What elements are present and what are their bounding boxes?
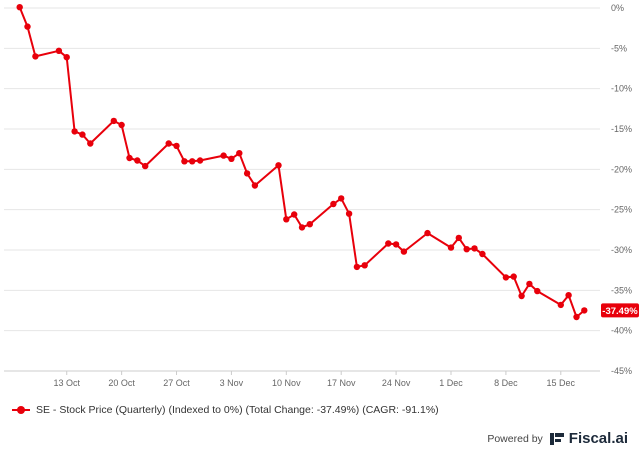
data-point bbox=[24, 23, 31, 30]
data-point bbox=[306, 221, 313, 228]
data-point bbox=[110, 117, 118, 125]
data-point bbox=[291, 211, 298, 218]
y-tick-label: -15% bbox=[611, 124, 632, 134]
data-point bbox=[526, 280, 533, 288]
data-point bbox=[534, 287, 541, 295]
chart-area: 0% -5% -10% -15% -20% -25% -30% -35% -40% -45% 13… bbox=[4, 3, 639, 388]
x-tick-label: 20 Oct bbox=[108, 378, 135, 388]
data-point bbox=[63, 54, 70, 61]
end-value-label: -37.49% bbox=[601, 303, 639, 318]
x-tick-label: 8 Dec bbox=[494, 378, 518, 388]
x-tick-label: 10 Nov bbox=[272, 378, 301, 388]
fiscal-logo-icon bbox=[549, 432, 564, 445]
x-tick-label: 1 Dec bbox=[439, 378, 463, 388]
y-axis-ticks: 0% -5% -10% -15% -20% -25% -30% -35% -40% -45% bbox=[611, 3, 632, 376]
data-point bbox=[471, 245, 478, 252]
data-point bbox=[338, 195, 345, 202]
data-point bbox=[447, 244, 455, 251]
legend[interactable]: SE - Stock Price (Quarterly) (Indexed to… bbox=[12, 402, 439, 418]
data-point bbox=[353, 263, 361, 271]
data-point bbox=[361, 262, 368, 269]
data-point bbox=[385, 240, 392, 247]
data-point bbox=[581, 307, 588, 314]
y-tick-label: -45% bbox=[611, 366, 632, 376]
x-tick-label: 15 Dec bbox=[547, 378, 576, 388]
data-point bbox=[510, 273, 517, 280]
legend-swatch-icon bbox=[12, 405, 30, 415]
data-point bbox=[55, 47, 63, 54]
data-point bbox=[16, 3, 23, 11]
x-tick-label: 24 Nov bbox=[382, 378, 411, 388]
x-tick-label: 13 Oct bbox=[53, 378, 80, 388]
x-tick-label: 17 Nov bbox=[327, 378, 356, 388]
data-point bbox=[196, 157, 204, 164]
series-line bbox=[18, 6, 585, 318]
data-point bbox=[87, 140, 94, 147]
data-point bbox=[220, 152, 227, 159]
data-point bbox=[557, 301, 564, 309]
end-value-text: -37.49% bbox=[602, 306, 638, 317]
data-point bbox=[424, 229, 431, 237]
data-point bbox=[228, 155, 235, 162]
data-point bbox=[455, 234, 462, 242]
data-point bbox=[502, 274, 510, 281]
data-point bbox=[283, 216, 290, 223]
powered-by-text: Powered by bbox=[487, 432, 543, 445]
powered-by[interactable]: Powered by Fiscal.ai bbox=[487, 430, 628, 447]
y-tick-label: -10% bbox=[611, 84, 632, 94]
data-point bbox=[251, 182, 259, 189]
data-point bbox=[71, 128, 78, 135]
data-point bbox=[134, 157, 141, 164]
data-point bbox=[126, 154, 133, 162]
data-point bbox=[463, 246, 470, 253]
data-point bbox=[173, 142, 180, 150]
y-tick-label: -20% bbox=[611, 164, 632, 174]
data-point bbox=[142, 162, 149, 170]
data-point bbox=[392, 241, 400, 248]
data-point bbox=[518, 292, 525, 300]
x-tick-label: 3 Nov bbox=[220, 378, 244, 388]
price-series bbox=[16, 3, 588, 321]
data-point bbox=[236, 150, 243, 157]
data-point bbox=[32, 53, 39, 60]
data-point bbox=[165, 140, 172, 147]
y-tick-label: -5% bbox=[611, 43, 627, 53]
data-point bbox=[479, 250, 486, 258]
x-axis-ticks: 13 Oct 20 Oct 27 Oct 3 Nov 10 Nov 17 Nov 24 No… bbox=[53, 371, 576, 388]
end-value-badge bbox=[601, 303, 639, 318]
data-point bbox=[298, 224, 306, 231]
data-point bbox=[573, 313, 580, 321]
data-point bbox=[79, 131, 86, 138]
data-point bbox=[330, 200, 337, 208]
legend-label: SE - Stock Price (Quarterly) (Indexed to… bbox=[36, 404, 439, 416]
y-tick-label: -35% bbox=[611, 285, 632, 295]
data-point bbox=[243, 170, 251, 177]
x-tick-label: 27 Oct bbox=[163, 378, 190, 388]
data-point bbox=[181, 158, 188, 165]
data-point bbox=[189, 158, 196, 165]
data-point bbox=[118, 121, 125, 129]
data-point bbox=[345, 210, 353, 217]
data-point bbox=[275, 162, 282, 169]
y-tick-label: -40% bbox=[611, 326, 632, 336]
brand-name: Fiscal.ai bbox=[568, 430, 628, 447]
y-tick-label: -25% bbox=[611, 205, 632, 215]
gridlines bbox=[4, 7, 600, 372]
data-point bbox=[400, 248, 408, 255]
data-point bbox=[565, 292, 572, 299]
y-tick-label: 0% bbox=[611, 3, 624, 13]
y-tick-label: -30% bbox=[611, 245, 632, 255]
